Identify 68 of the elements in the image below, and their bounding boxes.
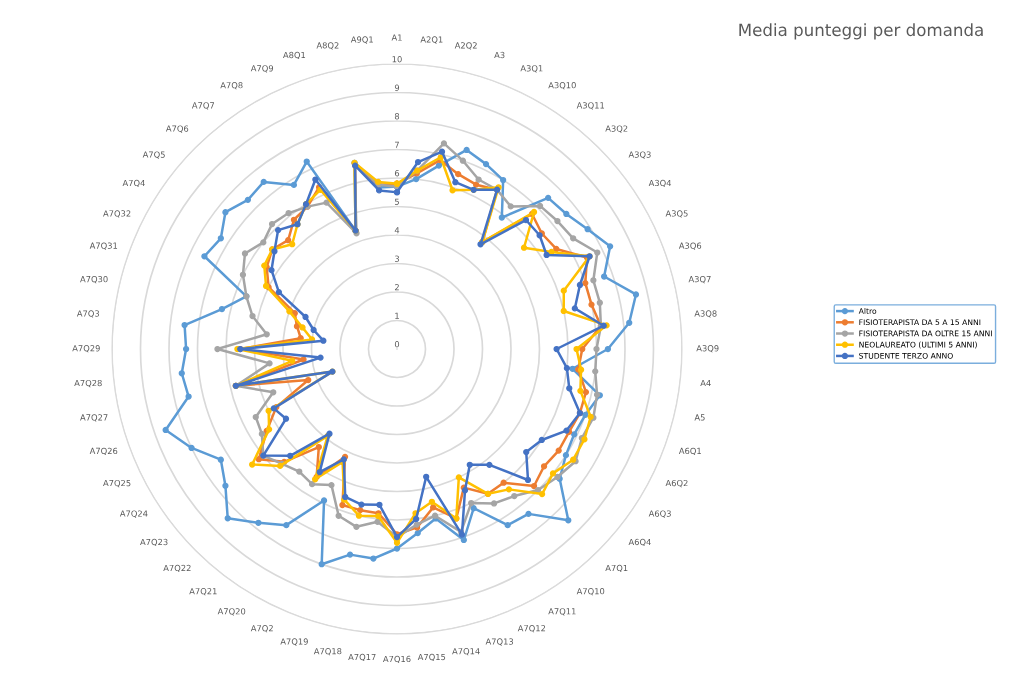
spoke-label: A3Q7 [688, 275, 711, 284]
y-tick-label: 7 [395, 141, 399, 148]
spoke-label: A7Q20 [217, 608, 246, 616]
spoke-label: A7Q3 [76, 310, 100, 318]
spoke-label: A3Q8 [694, 310, 717, 318]
spoke-label: A7Q10 [576, 588, 605, 596]
spoke-label: A7Q25 [103, 479, 131, 488]
spoke-label: A7Q13 [485, 638, 514, 646]
spoke-label: A3Q6 [678, 242, 702, 250]
spoke-label: A7Q14 [452, 648, 480, 656]
spoke-label: A7Q5 [142, 151, 165, 159]
spoke-label: A6Q3 [648, 510, 671, 518]
spoke-label: A7Q26 [89, 447, 118, 455]
spoke-label: A2Q1 [420, 36, 443, 44]
spoke-label: A3Q10 [548, 82, 576, 90]
spoke-label: A7Q15 [417, 653, 446, 662]
spoke-label: A7Q2 [250, 625, 273, 633]
spoke-label: A3Q4 [648, 179, 672, 188]
spoke-label: A7Q19 [280, 638, 308, 646]
spoke-label: A7Q30 [80, 275, 108, 284]
y-tick-label: 4 [394, 227, 400, 234]
spoke-label: A8Q2 [316, 42, 339, 50]
spoke-label: A7Q29 [72, 345, 100, 353]
spoke-label: A7Q6 [165, 125, 189, 133]
spoke-label: A9Q1 [350, 36, 373, 44]
spoke-label: A7Q31 [89, 242, 118, 250]
spoke-label: A7Q8 [220, 82, 243, 90]
spoke-label: A6Q4 [628, 538, 651, 547]
spoke-label: A3Q1 [520, 65, 543, 73]
spoke-label: A7Q27 [80, 414, 108, 422]
y-tick-label: 10 [392, 56, 402, 63]
spoke-label: A1 [391, 34, 402, 41]
spoke-label: A2Q2 [454, 42, 477, 50]
spoke-label: A7Q7 [191, 102, 214, 110]
y-tick-label: 3 [394, 255, 399, 262]
spoke-label: A7Q11 [548, 608, 576, 616]
spoke-label: A7Q4 [122, 179, 145, 188]
spoke-label: A3 [494, 51, 505, 59]
spoke-label: A6Q1 [678, 447, 701, 455]
spoke-label: A3Q5 [665, 210, 688, 218]
spoke-label: A7Q18 [313, 648, 342, 656]
spoke-label: A3Q2 [605, 125, 628, 133]
y-tick-label: 6 [394, 170, 400, 177]
spoke-label: A5 [694, 414, 705, 421]
spoke-label: A7Q24 [119, 510, 148, 518]
spoke-label: A7Q17 [348, 653, 376, 662]
spoke-label: A7Q28 [74, 379, 102, 388]
y-tick-label: 9 [394, 84, 400, 91]
spoke-label: A3Q9 [696, 345, 719, 353]
spoke-label: A7Q16 [382, 655, 411, 664]
y-tick-label: 2 [394, 284, 399, 291]
spoke-label: A8Q1 [283, 51, 306, 60]
spoke-label: A7Q23 [140, 538, 168, 547]
y-tick-label: 1 [395, 312, 399, 319]
y-tick-label: 8 [394, 113, 400, 120]
spoke-label: A3Q3 [628, 151, 651, 159]
spoke-label: A3Q11 [576, 102, 605, 110]
spoke-label: A6Q2 [665, 479, 688, 488]
y-tick-label: 0 [394, 341, 400, 348]
spoke-label: A7Q9 [250, 65, 274, 73]
spoke-label: A7Q22 [163, 564, 191, 573]
y-tick-label: 5 [394, 198, 399, 205]
spoke-label: A7Q12 [517, 625, 546, 633]
spoke-label: A7Q21 [189, 588, 217, 596]
chart-title: Media punteggi per domanda [739, 23, 983, 40]
spoke-label: A7Q1 [605, 564, 628, 573]
spoke-label: A4 [700, 380, 711, 387]
spoke-label: A7Q32 [103, 210, 131, 218]
